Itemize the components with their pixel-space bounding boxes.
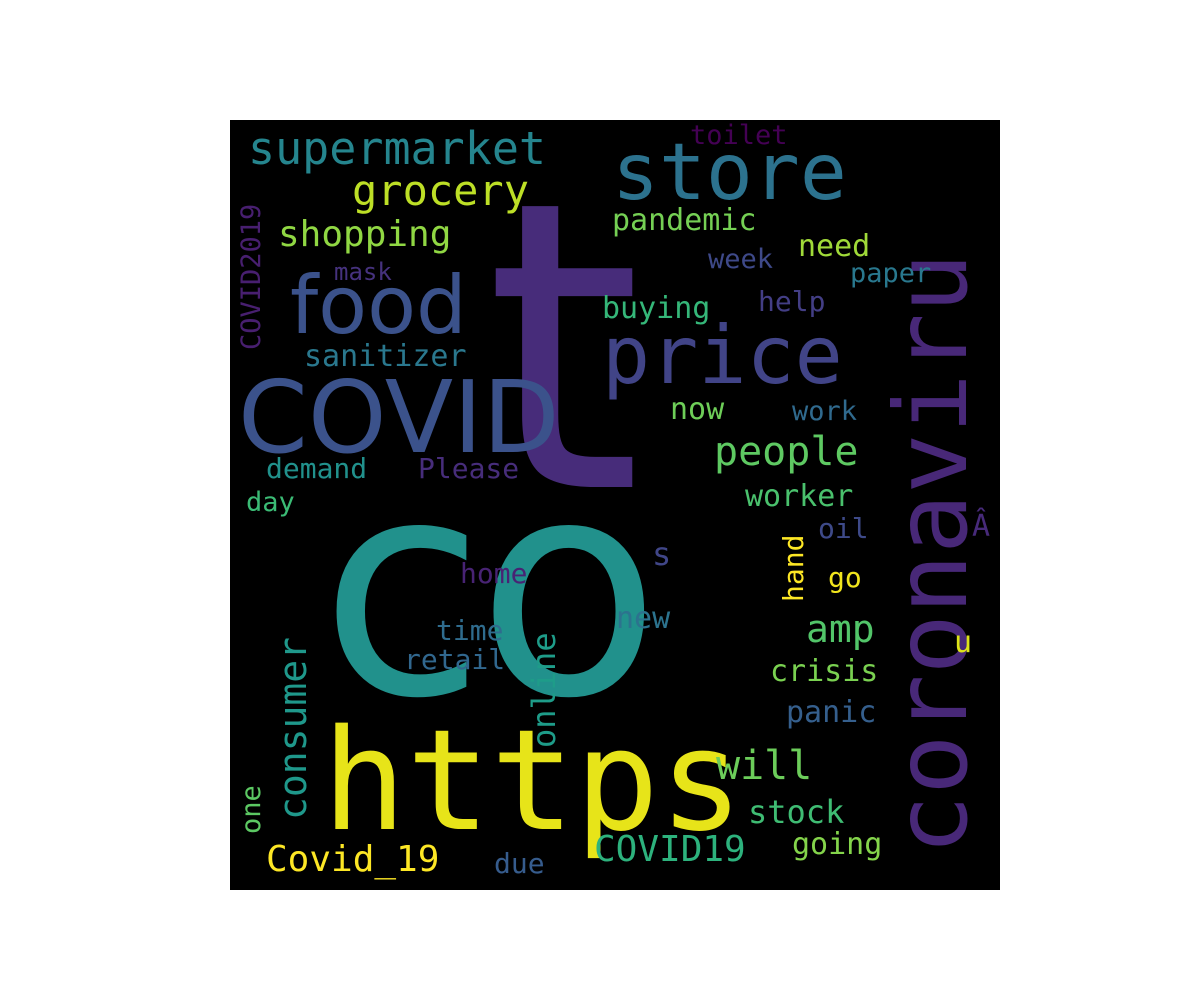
word-retail: retail xyxy=(404,643,506,676)
word-t: t xyxy=(485,120,642,582)
word-covid: COVID xyxy=(238,359,560,476)
word-consumer: consumer xyxy=(271,636,315,820)
word-co: co xyxy=(320,415,660,764)
word-home: home xyxy=(460,557,528,590)
word-online: online xyxy=(525,632,563,748)
word-supermarket: supermarket xyxy=(248,122,547,175)
word-time: time xyxy=(436,614,504,647)
word-a-circumflex: Â xyxy=(972,509,991,544)
word-hand: hand xyxy=(777,534,810,602)
word-food: food xyxy=(290,259,467,352)
word-one: one xyxy=(236,785,267,834)
word-please: Please xyxy=(418,452,520,485)
word-cloud: co t https coronaviru COVID price store … xyxy=(230,120,1000,890)
word-need: need xyxy=(798,229,871,264)
word-demand: demand xyxy=(266,452,368,485)
word-store: store xyxy=(612,128,847,218)
word-work: work xyxy=(792,396,858,427)
word-panic: panic xyxy=(786,695,877,730)
word-people: people xyxy=(714,429,859,475)
word-sanitizer: sanitizer xyxy=(304,339,467,374)
word-going: going xyxy=(792,827,883,862)
word-go: go xyxy=(828,561,862,594)
word-covid2019: COVID2019 xyxy=(236,203,267,350)
word-pandemic: pandemic xyxy=(612,203,757,238)
word-stock: stock xyxy=(748,793,845,831)
word-will: will xyxy=(716,743,813,789)
word-week: week xyxy=(708,244,774,275)
word-coronaviru: coronaviru xyxy=(873,252,990,855)
word-s: s xyxy=(652,535,672,573)
word-https: https xyxy=(322,700,744,863)
word-grocery: grocery xyxy=(352,166,530,215)
word-new: new xyxy=(616,601,671,636)
word-u: u xyxy=(954,625,973,660)
word-worker: worker xyxy=(745,479,854,514)
word-crisis: crisis xyxy=(770,654,879,689)
word-buying: buying xyxy=(602,291,711,326)
word-oil: oil xyxy=(818,512,869,545)
word-shopping: shopping xyxy=(278,214,452,255)
word-now: now xyxy=(670,392,725,427)
word-paper: paper xyxy=(850,258,932,289)
word-covid-19: Covid_19 xyxy=(266,839,440,880)
word-day: day xyxy=(246,487,295,518)
word-price: price xyxy=(602,309,843,402)
word-toilet: toilet xyxy=(690,120,788,151)
word-covid19: COVID19 xyxy=(594,829,746,870)
word-help: help xyxy=(758,285,826,318)
word-due: due xyxy=(494,847,545,880)
word-mask: mask xyxy=(334,258,392,286)
word-amp: amp xyxy=(806,607,875,651)
